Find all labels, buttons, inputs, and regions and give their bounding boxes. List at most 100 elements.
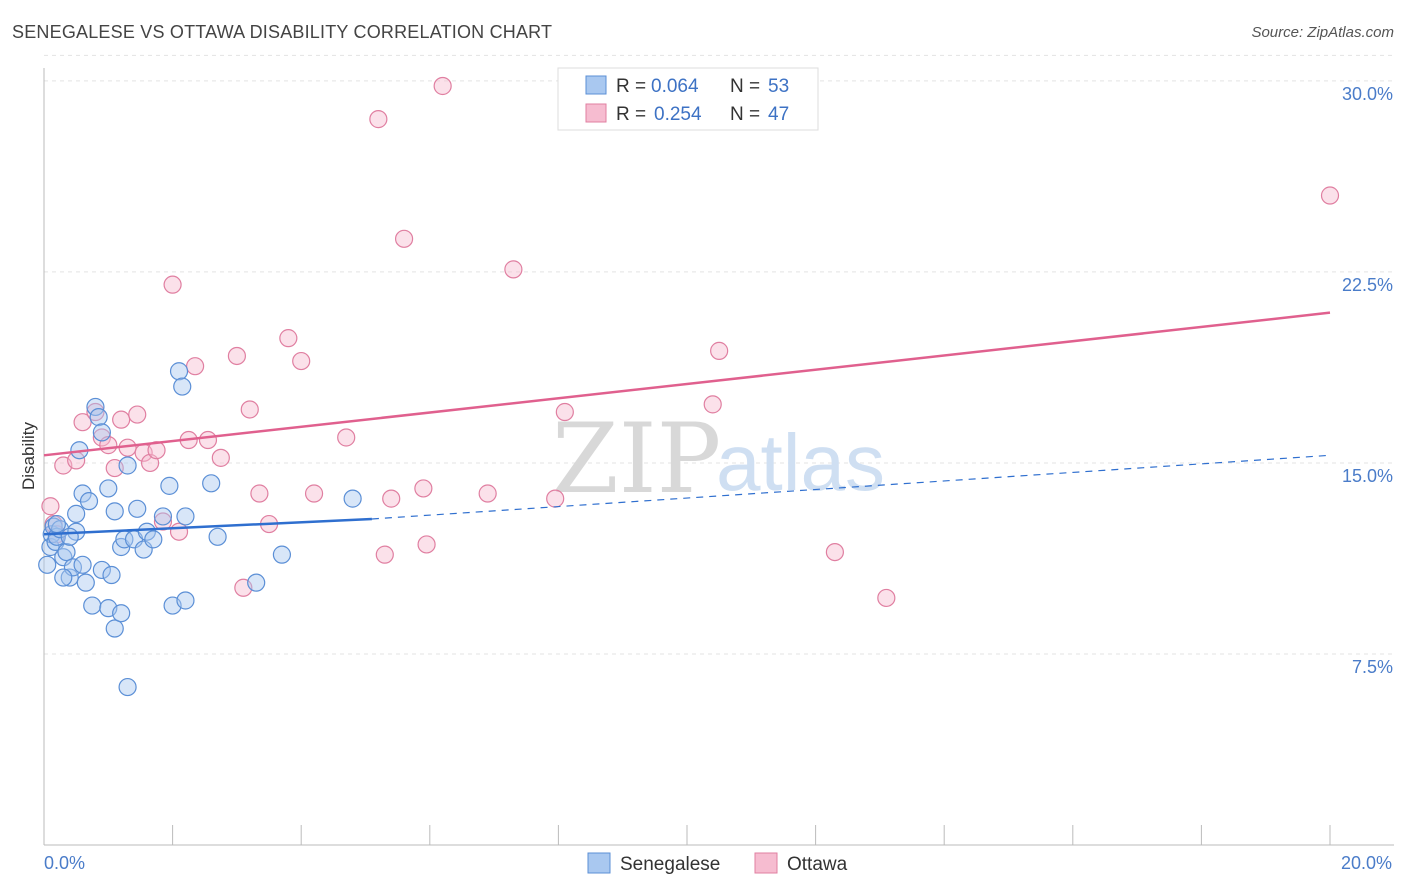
x-ticks: [43, 825, 1331, 845]
ottawa-point: [337, 428, 356, 447]
senegalese-point: [38, 555, 57, 574]
ottawa-trend-line: [43, 311, 1331, 457]
senegalese-point: [86, 397, 105, 417]
ottawa-point: [504, 260, 523, 279]
senegalese-point: [105, 502, 124, 521]
bottom-legend-ottawa: Ottawa: [787, 854, 848, 875]
x-tick-label-min: 0.0%: [44, 853, 85, 873]
ottawa-point: [1320, 186, 1340, 205]
bottom-legend: Senegalese Ottawa: [587, 852, 848, 875]
watermark-zip: ZIP: [552, 403, 721, 515]
ottawa-point: [163, 275, 182, 294]
senegalese-point: [176, 507, 195, 526]
senegalese-point: [160, 476, 179, 495]
ottawa-point: [211, 448, 230, 467]
senegalese-point: [60, 568, 79, 587]
senegalese-point: [83, 596, 102, 615]
legend-n-label-ottawa: N =: [730, 104, 760, 125]
ottawa-point: [292, 351, 311, 371]
ottawa-point: [86, 402, 105, 422]
senegalese-point: [76, 573, 95, 592]
senegalese-point: [137, 522, 156, 541]
senegalese-point: [202, 474, 221, 493]
senegalese-point: [272, 545, 292, 564]
senegalese-point: [89, 408, 108, 427]
legend-r-value-ottawa: 0.254: [654, 104, 702, 125]
ottawa-point: [375, 545, 394, 564]
watermark: ZIP atlas: [552, 403, 885, 515]
senegalese-point: [79, 492, 99, 511]
senegalese-point: [153, 507, 173, 526]
senegalese-point: [247, 573, 266, 592]
y-tick-labels: 7.5% 15.0% 22.5% 30.0%: [1342, 84, 1393, 677]
y-tick-label: 15.0%: [1342, 466, 1393, 486]
legend-n-label-senegalese: N =: [730, 76, 760, 97]
ottawa-point: [227, 346, 246, 366]
source-label: Source: ZipAtlas.com: [1251, 24, 1394, 41]
senegalese-point: [105, 619, 124, 638]
y-tick-label: 30.0%: [1342, 84, 1393, 104]
ottawa-point: [555, 402, 574, 422]
y-axis-title: Disability: [19, 421, 38, 490]
ottawa-point: [153, 512, 173, 531]
legend-swatch-senegalese: [585, 75, 607, 95]
ottawa-point: [703, 395, 722, 414]
ottawa-point: [433, 76, 452, 96]
senegalese-point: [92, 560, 111, 580]
senegalese-point: [128, 499, 147, 518]
chart-title: SENEGALESE VS OTTAWA DISABILITY CORRELAT…: [12, 22, 553, 42]
ottawa-point: [382, 489, 401, 508]
ottawa-point: [41, 497, 60, 516]
legend-n-value-ottawa: 47: [768, 104, 789, 125]
legend-n-value-senegalese: 53: [768, 76, 789, 97]
ottawa-point: [478, 484, 497, 503]
senegalese-point: [92, 423, 111, 442]
legend-swatch-ottawa: [585, 103, 607, 123]
ottawa-point: [825, 542, 844, 562]
ottawa-point: [369, 110, 388, 129]
senegalese-point: [343, 489, 362, 508]
y-tick-label: 7.5%: [1352, 657, 1393, 677]
senegalese-point: [47, 514, 66, 534]
ottawa-point: [92, 428, 111, 447]
senegalese-point: [73, 484, 92, 503]
senegalese-point: [118, 677, 137, 697]
ottawa-point: [186, 357, 205, 376]
ottawa-point: [240, 400, 259, 419]
senegalese-point: [57, 542, 76, 562]
legend-r-label-ottawa: R =: [616, 104, 646, 125]
legend-r-label-senegalese: R =: [616, 76, 646, 97]
ottawa-point: [710, 341, 729, 360]
legend-r-value-senegalese: 0.064: [651, 76, 699, 97]
ottawa-point: [304, 484, 324, 503]
senegalese-point: [173, 377, 192, 396]
ottawa-point: [250, 484, 269, 503]
senegalese-point: [102, 565, 121, 585]
trend-lines: [43, 311, 1331, 536]
ottawa-point: [414, 479, 433, 498]
ottawa-point: [877, 588, 896, 608]
ottawa-point: [112, 410, 131, 429]
bottom-legend-senegalese: Senegalese: [620, 854, 720, 875]
senegalese-point: [60, 527, 79, 546]
ottawa-point: [546, 489, 565, 508]
ottawa-point: [128, 405, 147, 424]
ottawa-point: [417, 535, 436, 554]
ottawa-point: [169, 522, 189, 541]
ottawa-point: [394, 229, 414, 248]
senegalese-trend-extension: [371, 454, 1331, 520]
ottawa-point: [73, 413, 92, 432]
senegalese-trend-line: [43, 517, 372, 536]
senegalese-point: [208, 527, 227, 546]
senegalese-point: [99, 479, 118, 498]
bottom-legend-swatch-ottawa: [754, 852, 778, 874]
axes: [43, 68, 1394, 846]
ottawa-points: [41, 76, 1340, 608]
watermark-atlas: atlas: [716, 418, 885, 507]
senegalese-point: [176, 591, 195, 610]
ottawa-point: [198, 430, 218, 450]
senegalese-point: [73, 555, 92, 574]
x-tick-label-max: 20.0%: [1341, 853, 1392, 873]
senegalese-point: [112, 604, 131, 623]
